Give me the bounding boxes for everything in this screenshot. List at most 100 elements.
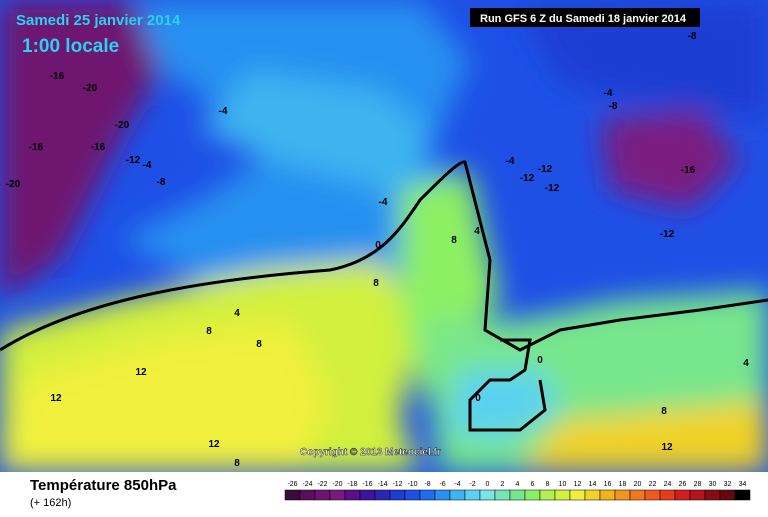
contour-label: -12 (538, 164, 553, 175)
legend-label: -8 (424, 481, 430, 488)
legend-label: 6 (531, 481, 535, 488)
legend-swatch (419, 489, 436, 501)
contour-label: 8 (234, 458, 240, 469)
contour-label: 8 (451, 235, 457, 246)
legend-swatch (449, 489, 466, 501)
contour-label: 0 (475, 393, 481, 404)
contour-label: -16 (681, 165, 696, 176)
legend-swatch (299, 489, 316, 501)
forecast-date: Samedi 25 janvier 2014 (16, 12, 181, 29)
legend-label: 26 (679, 481, 687, 488)
contour-label: 0 (375, 240, 381, 251)
contour-label: 8 (256, 339, 262, 350)
legend-label: 30 (709, 481, 717, 488)
footer-lead: (+ 162h) (30, 497, 71, 509)
contour-label: -16 (50, 71, 65, 82)
contour-label: 8 (206, 326, 212, 337)
contour-label: -8 (157, 177, 166, 188)
legend-label: -24 (302, 481, 312, 488)
legend-label: -22 (317, 481, 327, 488)
legend-label: -10 (407, 481, 417, 488)
contour-label: 8 (373, 278, 379, 289)
legend-swatch (629, 489, 646, 501)
legend-label: 18 (619, 481, 627, 488)
legend-label: -12 (392, 481, 402, 488)
legend-swatch (614, 489, 631, 501)
contour-label: -20 (115, 120, 130, 131)
forecast-time: 1:00 locale (22, 36, 119, 57)
contour-label: -16 (91, 142, 106, 153)
contour-label: -4 (219, 106, 228, 117)
contour-label: -16 (29, 142, 44, 153)
copyright: Copyright © 2013 Meteociel.fr (300, 447, 441, 458)
legend-swatch (569, 489, 586, 501)
contour-label: -8 (688, 31, 697, 42)
legend-label: 10 (559, 481, 567, 488)
legend-label: 22 (649, 481, 657, 488)
legend-swatch (479, 489, 496, 501)
legend-swatch (584, 489, 601, 501)
contour-label: 8 (661, 406, 667, 417)
legend-label: -16 (362, 481, 372, 488)
legend-label: 2 (501, 481, 505, 488)
contour-label: -20 (83, 83, 98, 94)
contour-label: -4 (379, 197, 388, 208)
legend-label: 24 (664, 481, 672, 488)
legend-swatch (359, 489, 376, 501)
footer-title: Température 850hPa (30, 477, 177, 494)
contour-labels: -16-20-20-16 -16-12 -4-8-20-4-408844881212… (6, 31, 749, 469)
contour-label: 12 (661, 442, 673, 453)
contour-label: -8 (609, 101, 618, 112)
legend-swatch (374, 489, 391, 501)
legend-label: 8 (546, 481, 550, 488)
legend-label: 4 (516, 481, 520, 488)
legend-label: 34 (739, 481, 747, 488)
legend-label: -6 (439, 481, 445, 488)
legend-swatch (284, 489, 301, 501)
legend-label: 12 (574, 481, 582, 488)
legend-swatch (644, 489, 661, 501)
legend-swatch (344, 489, 361, 501)
legend-swatch (509, 489, 526, 501)
legend-swatch (734, 489, 751, 501)
run-box (470, 8, 700, 27)
legend-swatch (674, 489, 691, 501)
legend-label: 14 (589, 481, 597, 488)
legend-label: -20 (332, 481, 342, 488)
contour-label: 12 (208, 439, 220, 450)
legend-swatch (494, 489, 511, 501)
legend-swatch (704, 489, 721, 501)
legend-swatch (539, 489, 556, 501)
legend-swatch (464, 489, 481, 501)
contour-label: -12 (520, 173, 535, 184)
legend-swatch (389, 489, 406, 501)
legend-label: 20 (634, 481, 642, 488)
legend-swatch (659, 489, 676, 501)
color-legend: -26 -24 -22 -20 -18 -16 -14 -12 -10 -8 -6 -4 -2 0 2 4 6 8… (284, 481, 751, 501)
contour-label: -4 (143, 160, 152, 171)
contour-label: 4 (474, 226, 480, 237)
legend-label: -4 (454, 481, 460, 488)
run-info: Run GFS 6 Z du Samedi 18 janvier 2014 (480, 13, 687, 25)
legend-swatch (329, 489, 346, 501)
legend-swatch (689, 489, 706, 501)
legend-swatch (554, 489, 571, 501)
legend-label: -18 (347, 481, 357, 488)
contour-label: 4 (234, 308, 240, 319)
contour-label: 12 (50, 393, 62, 404)
contour-label: 0 (537, 355, 543, 366)
legend-label: 28 (694, 481, 702, 488)
legend-label: 32 (724, 481, 732, 488)
contour-label: -12 (126, 155, 141, 166)
contour-label: 4 (743, 358, 749, 369)
legend-label: -2 (469, 481, 475, 488)
legend-label: 16 (604, 481, 612, 488)
legend-swatch (719, 489, 736, 501)
legend-swatch (599, 489, 616, 501)
legend-label: -14 (377, 481, 387, 488)
contour-label: -12 (660, 229, 675, 240)
legend-swatch (434, 489, 451, 501)
contour-label: -12 (545, 183, 560, 194)
legend-label: 0 (486, 481, 490, 488)
